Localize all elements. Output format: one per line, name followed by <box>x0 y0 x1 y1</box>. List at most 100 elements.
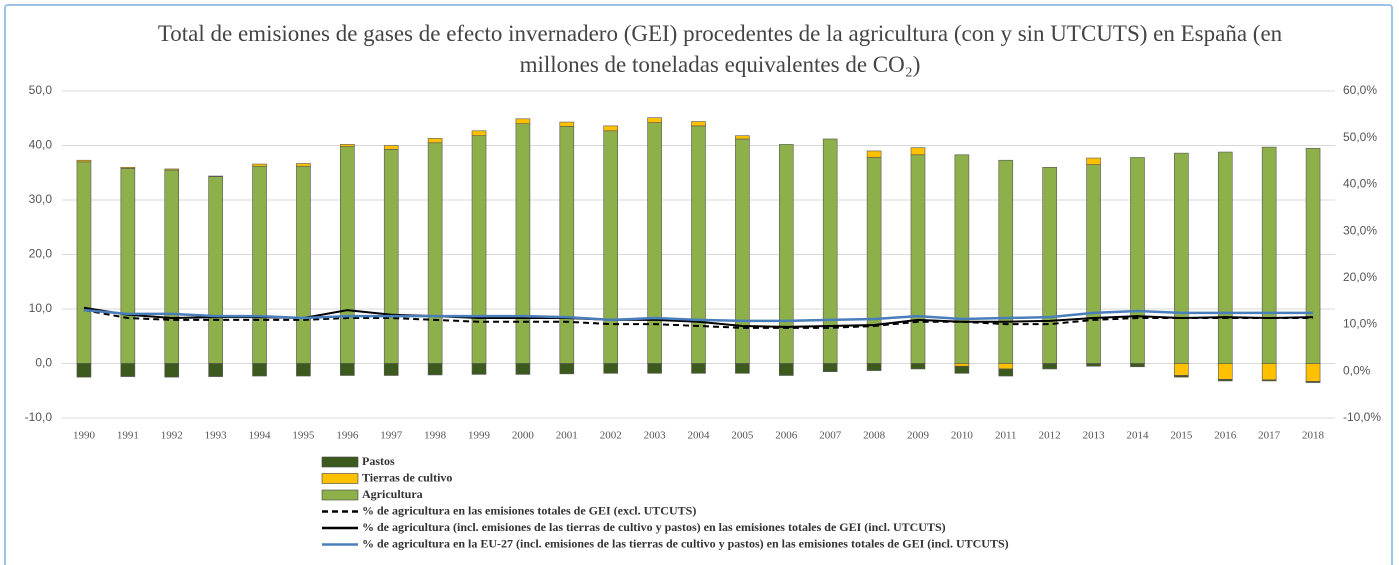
bar-segment <box>691 363 706 374</box>
bar-segment <box>340 146 355 364</box>
legend-label: % de agricultura en las emisiones totale… <box>362 503 696 517</box>
line-series <box>83 308 1314 323</box>
bar-segment <box>866 150 882 158</box>
bar-segment <box>1305 363 1321 382</box>
bar-segment <box>252 165 267 364</box>
bar-segment <box>120 168 136 364</box>
bar-segment <box>296 363 311 377</box>
bar-segment <box>252 363 267 377</box>
bar-segment <box>427 142 443 364</box>
bar-segment <box>691 125 706 364</box>
bar-segment <box>998 368 1014 377</box>
bar-segment <box>822 363 838 372</box>
y-tick-label: 10,0 <box>29 301 53 315</box>
bar-segment <box>120 167 136 169</box>
y-tick-label: 20,0 <box>29 247 53 261</box>
bar-segment <box>910 147 926 156</box>
x-tick-label: 2006 <box>775 430 798 442</box>
bar-segment <box>1217 151 1233 364</box>
x-tick-label: 2005 <box>731 430 754 442</box>
y2-tick-label: 0,0% <box>1343 363 1371 377</box>
bar-segment <box>383 363 399 376</box>
bar-segment <box>559 121 575 127</box>
bar-segment <box>296 165 311 364</box>
x-tick-label: 1990 <box>73 430 96 442</box>
bar-segment <box>735 135 750 140</box>
bar-segment <box>954 154 970 364</box>
bar-segment <box>735 363 750 374</box>
x-tick-label: 2013 <box>1083 430 1106 442</box>
bar-segment <box>383 149 399 364</box>
x-tick-label: 1993 <box>205 430 228 442</box>
bar-segment <box>164 168 180 171</box>
bar-segment <box>471 363 487 375</box>
bar-segment <box>603 363 619 374</box>
bar-segment <box>1086 157 1101 165</box>
bar-segment <box>866 157 882 364</box>
x-tick-label: 2016 <box>1214 430 1237 442</box>
bar-segment <box>471 135 487 364</box>
bar-segment <box>1174 375 1189 378</box>
chart-title: Total de emisiones de gases de efecto in… <box>157 21 1283 77</box>
y-tick-label: 30,0 <box>29 192 53 206</box>
legend-swatch <box>321 456 359 468</box>
bar-segment <box>559 363 575 375</box>
y2-tick-label: 40,0% <box>1343 177 1377 191</box>
bar-segment <box>340 363 355 376</box>
bar-segment <box>383 145 399 150</box>
y2-tick-label: 60,0% <box>1343 83 1377 97</box>
bar-segment <box>76 363 92 378</box>
bar-segment <box>1130 157 1145 364</box>
y-tick-label: -10,0 <box>25 410 53 424</box>
bar-segment <box>1042 167 1057 364</box>
x-tick-label: 1998 <box>424 430 447 442</box>
bar-segment <box>1217 363 1233 380</box>
x-tick-label: 2002 <box>600 430 622 442</box>
bar-segment <box>1130 363 1145 368</box>
bar-segment <box>603 130 619 364</box>
x-tick-label: 2004 <box>688 430 711 442</box>
legend-swatch <box>321 489 359 501</box>
y-tick-label: 0,0 <box>35 356 52 370</box>
line-series <box>83 309 1314 329</box>
x-tick-label: 1996 <box>336 430 359 442</box>
x-tick-label: 1995 <box>292 430 315 442</box>
bar-segment <box>910 154 926 364</box>
bar-segment <box>1305 381 1321 383</box>
bar-segment <box>164 169 180 364</box>
bar-segment <box>252 163 267 167</box>
bar-segment <box>208 175 223 177</box>
bar-segment <box>76 161 92 364</box>
bar-segment <box>1086 363 1101 367</box>
bar-segment <box>515 118 531 124</box>
bar-segment <box>164 363 180 378</box>
x-tick-label: 2018 <box>1302 430 1325 442</box>
bar-segment <box>1174 363 1189 376</box>
bar-segment <box>735 138 750 364</box>
y2-tick-label: 20,0% <box>1343 270 1377 284</box>
x-tick-label: 1994 <box>249 430 272 442</box>
x-tick-label: 2011 <box>995 430 1017 442</box>
bar-segment <box>647 363 662 374</box>
bar-segment <box>1261 379 1277 382</box>
x-tick-label: 1997 <box>380 430 403 442</box>
x-tick-label: 2014 <box>1126 430 1149 442</box>
bar-segment <box>296 163 311 167</box>
y2-tick-label: 50,0% <box>1343 130 1377 144</box>
bar-segment <box>1086 164 1101 364</box>
y-tick-label: 50,0 <box>29 83 53 97</box>
bar-segment <box>822 138 838 364</box>
legend-label: Pastos <box>362 454 395 468</box>
legend-swatch <box>321 473 359 484</box>
bar-segment <box>427 363 443 376</box>
bar-segment <box>998 363 1014 370</box>
x-tick-label: 2010 <box>951 430 974 442</box>
bar-segment <box>866 363 882 371</box>
chart-frame <box>4 4 1393 565</box>
bar-segment <box>1174 152 1189 364</box>
bar-segment <box>778 144 794 364</box>
x-tick-label: 2017 <box>1258 430 1281 442</box>
x-tick-label: 2015 <box>1170 430 1193 442</box>
